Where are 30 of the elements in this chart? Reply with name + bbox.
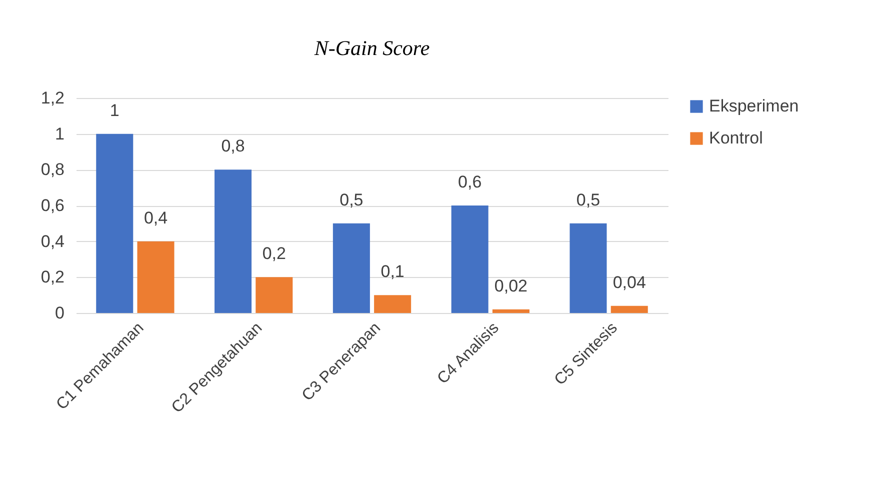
data-label: 0,2	[262, 244, 286, 264]
y-tick-label: 1,2	[40, 88, 64, 108]
bar	[214, 170, 252, 313]
legend-label: Eksperimen	[709, 96, 799, 116]
y-tick-label: 0	[55, 304, 64, 322]
data-label: 0,5	[576, 190, 600, 210]
bar	[610, 306, 648, 313]
y-tick-label: 1	[55, 124, 64, 144]
data-label: 0,02	[494, 276, 528, 296]
data-label: 0,5	[340, 190, 364, 210]
y-tick-label: 0,2	[40, 268, 64, 287]
bar	[256, 277, 293, 313]
bar	[451, 206, 488, 313]
data-label: 0,6	[458, 172, 482, 192]
data-label: 0,8	[221, 136, 245, 156]
data-label: 1	[110, 100, 120, 120]
chart-title: N-Gain Score	[313, 36, 430, 60]
bar	[137, 241, 174, 313]
bar	[332, 223, 370, 313]
y-tick-label: 0,8	[40, 160, 64, 180]
legend-label: Kontrol	[709, 128, 763, 148]
bar	[570, 223, 607, 313]
data-label: 0,4	[144, 208, 168, 228]
y-tick-label: 0,4	[40, 232, 64, 251]
bar	[374, 295, 412, 313]
y-tick-label: 0,6	[40, 196, 64, 215]
data-label: 0,1	[380, 262, 404, 282]
bar	[492, 309, 530, 313]
bar	[96, 134, 134, 313]
data-label: 0,04	[612, 272, 646, 292]
